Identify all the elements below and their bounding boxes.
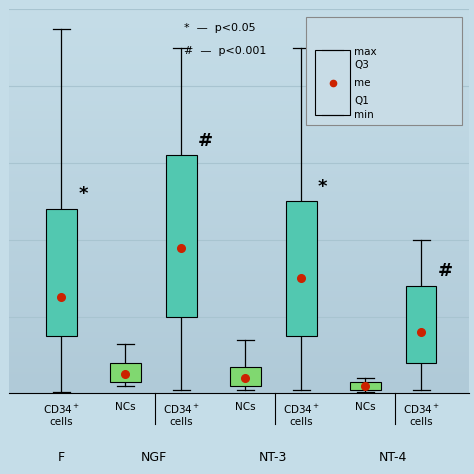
FancyBboxPatch shape <box>306 17 462 125</box>
Bar <box>166 155 197 317</box>
Text: Q3: Q3 <box>354 60 369 70</box>
Text: #: # <box>198 132 213 150</box>
Text: max: max <box>354 47 377 57</box>
Text: NT-3: NT-3 <box>259 451 288 464</box>
Text: #: # <box>438 262 453 280</box>
Text: me: me <box>354 78 371 88</box>
Text: F: F <box>58 451 65 464</box>
Text: *: * <box>78 185 88 203</box>
Text: Q1: Q1 <box>354 96 369 106</box>
Bar <box>315 50 350 115</box>
Text: NGF: NGF <box>140 451 166 464</box>
Bar <box>350 382 381 390</box>
Text: #  —  p<0.001: # — p<0.001 <box>184 46 266 56</box>
Bar <box>286 201 317 336</box>
Bar <box>46 209 77 336</box>
Bar <box>230 366 261 386</box>
Bar <box>406 286 437 363</box>
Text: min: min <box>354 110 374 120</box>
Bar <box>110 363 141 382</box>
Text: NT-4: NT-4 <box>379 451 408 464</box>
Text: *  —  p<0.05: * — p<0.05 <box>184 23 256 33</box>
Text: *: * <box>318 178 328 196</box>
